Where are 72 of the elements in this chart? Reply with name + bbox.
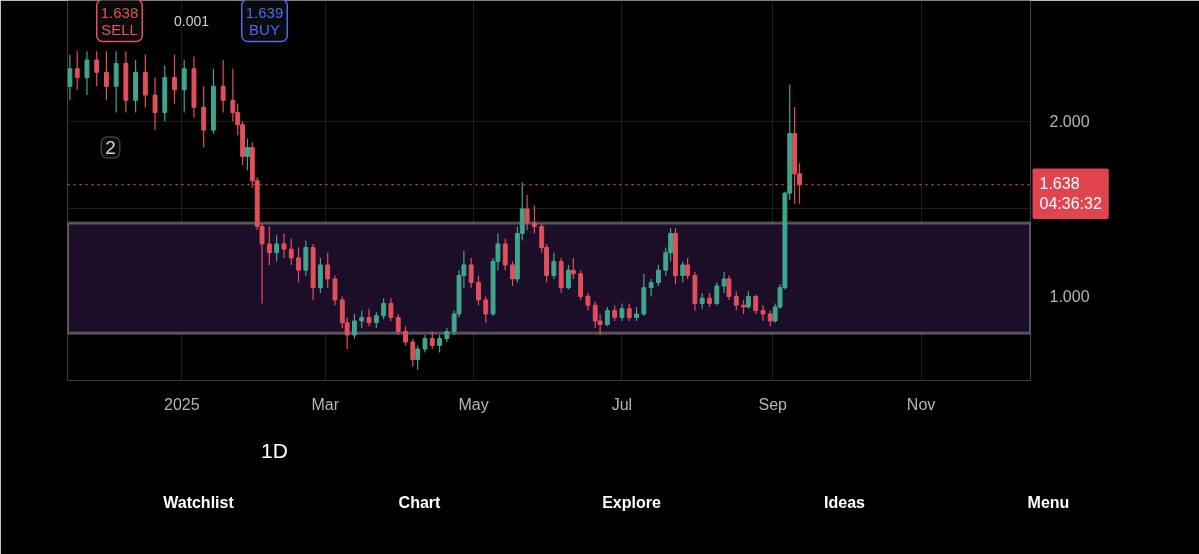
candlestick [288, 238, 294, 266]
text: Watchlist [163, 494, 235, 511]
candlestick [74, 50, 80, 91]
candlestick [152, 76, 158, 131]
candlestick [415, 344, 421, 371]
text: Menu [1027, 494, 1070, 511]
text: Ideas [824, 494, 866, 511]
candlestick [181, 59, 187, 114]
x-tick-label: 2025 [164, 395, 200, 413]
candlestick [468, 257, 474, 289]
candlestick [274, 234, 280, 263]
candlestick [142, 54, 148, 108]
x-tick-label: Nov [906, 395, 936, 413]
candlestick [476, 274, 481, 306]
candlestick [296, 246, 301, 284]
annotation: 1.638 SELL [100, 3, 139, 38]
candlestick [655, 264, 661, 287]
candlestick [395, 313, 401, 336]
candlestick [230, 68, 236, 122]
annotation: 1.639 BUY [245, 3, 284, 38]
candlestick [726, 274, 732, 301]
annotation: 2 [105, 137, 116, 158]
candlestick [531, 204, 537, 234]
candlestick [67, 54, 73, 101]
candlestick [502, 238, 508, 271]
candlestick [172, 54, 177, 105]
candlestick [648, 278, 654, 298]
candlestick [103, 50, 109, 101]
candlestick [753, 294, 759, 315]
candlestick [680, 260, 686, 284]
ref-line-label: 1.638 04:36:32 [1039, 175, 1102, 212]
x-tick-label: Jul [611, 395, 633, 413]
text: 1D [261, 439, 288, 462]
candlestick [281, 232, 287, 259]
y-tick-label: 2.000 [1049, 113, 1090, 131]
candlestick [510, 260, 515, 287]
candlestick [578, 269, 584, 301]
text: Explore [602, 494, 661, 511]
candlestick [410, 337, 416, 368]
candlestick [566, 264, 571, 291]
x-tick-label: May [458, 395, 489, 413]
candlestick [113, 50, 119, 114]
candlestick [524, 194, 530, 231]
candlestick [352, 313, 357, 340]
candlestick [201, 85, 207, 149]
candlestick [381, 297, 387, 320]
candlestick [551, 252, 557, 280]
candlestick [570, 257, 576, 280]
candlestick [366, 308, 372, 327]
x-tick-label: Sep [758, 395, 788, 413]
candlestick [721, 271, 727, 294]
candlestick [84, 50, 90, 96]
candlestick [733, 290, 739, 312]
annotation: 0.001 [173, 12, 210, 29]
candlestick [388, 297, 394, 322]
candlestick [685, 257, 691, 280]
candlestick [714, 281, 720, 306]
candlestick [760, 304, 766, 322]
candlestick [317, 257, 323, 294]
candlestick [266, 225, 272, 266]
candlestick [220, 59, 226, 114]
candlestick [403, 325, 408, 347]
candlestick [325, 252, 331, 289]
candlestick [483, 295, 489, 324]
candlestick [604, 306, 610, 327]
text: Chart [398, 494, 442, 511]
y-tick-label: 1.000 [1049, 288, 1090, 306]
candlestick [94, 50, 100, 87]
x-tick-label: Mar [311, 395, 340, 413]
candlestick [245, 138, 250, 171]
candlestick [332, 274, 338, 306]
candlestick [303, 239, 309, 277]
